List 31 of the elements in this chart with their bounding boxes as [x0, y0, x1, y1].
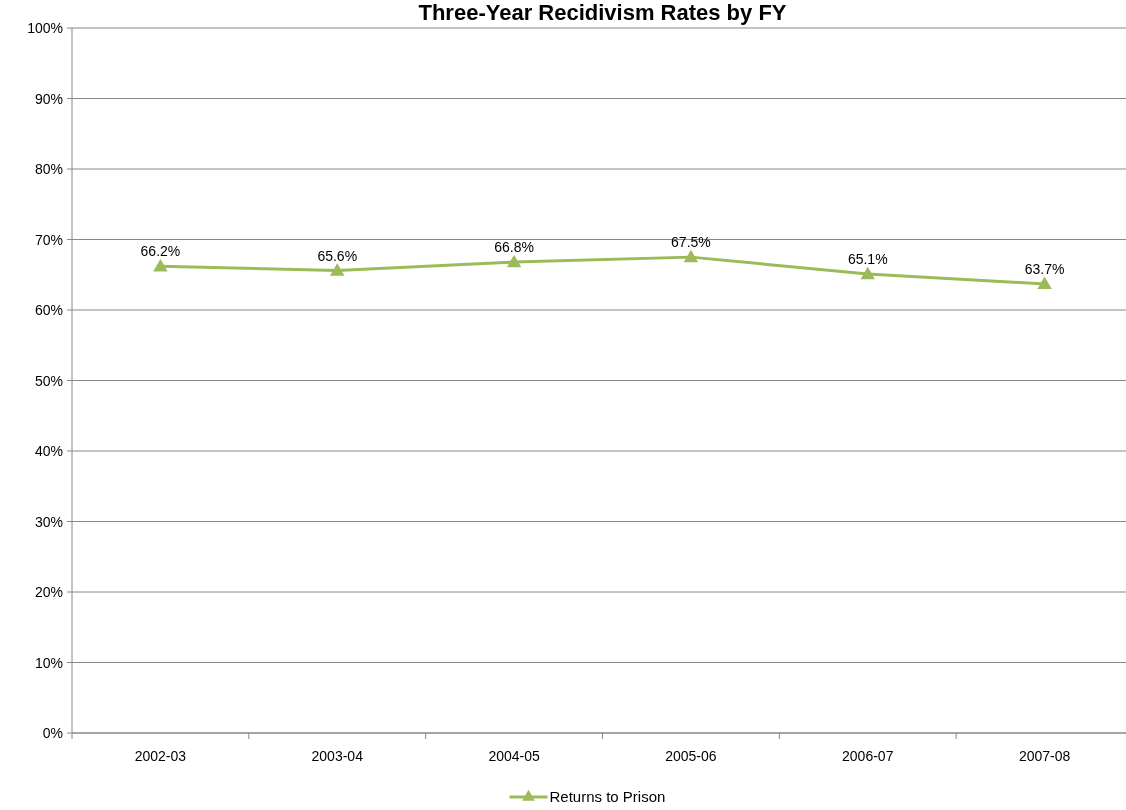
data-label: 65.1% — [847, 251, 888, 268]
y-tick-label: 60% — [34, 302, 63, 318]
y-tick-label: 30% — [34, 513, 63, 530]
point — [153, 258, 168, 272]
x-tick-label: 2002-03 — [134, 748, 187, 764]
y-tick-label: 20% — [34, 584, 63, 600]
point — [506, 254, 522, 268]
x-tick-label: 2004-05 — [488, 748, 540, 764]
point — [683, 249, 699, 263]
y-tick-label: 90% — [34, 90, 63, 107]
x-tick-label: 2003-04 — [311, 748, 364, 764]
y-tick-label: 100% — [27, 20, 63, 36]
x-tick-label: 2005-06 — [665, 748, 717, 764]
y-tick-label: 10% — [34, 654, 63, 671]
data-label: 65.6% — [317, 247, 358, 264]
point — [330, 263, 345, 276]
data-label: 67.5% — [671, 234, 711, 251]
data-label: 63.7% — [1024, 260, 1065, 277]
legend-label: Returns to Prison — [549, 788, 666, 805]
point — [1037, 276, 1052, 290]
data-label: 66.8% — [494, 239, 534, 256]
y-tick-label: 0% — [42, 725, 63, 741]
data-label: 66.2% — [140, 243, 181, 260]
y-tick-label: 40% — [34, 443, 63, 459]
chart-title: Three-Year Recidivism Rates by FY — [418, 0, 787, 25]
y-tick-label: 70% — [34, 231, 63, 248]
y-tick-label: 80% — [34, 161, 63, 177]
y-tick-label: 50% — [34, 372, 63, 389]
point — [860, 266, 875, 280]
x-tick-label: 2006-07 — [842, 748, 894, 764]
x-tick-label: 2007-08 — [1018, 748, 1071, 764]
